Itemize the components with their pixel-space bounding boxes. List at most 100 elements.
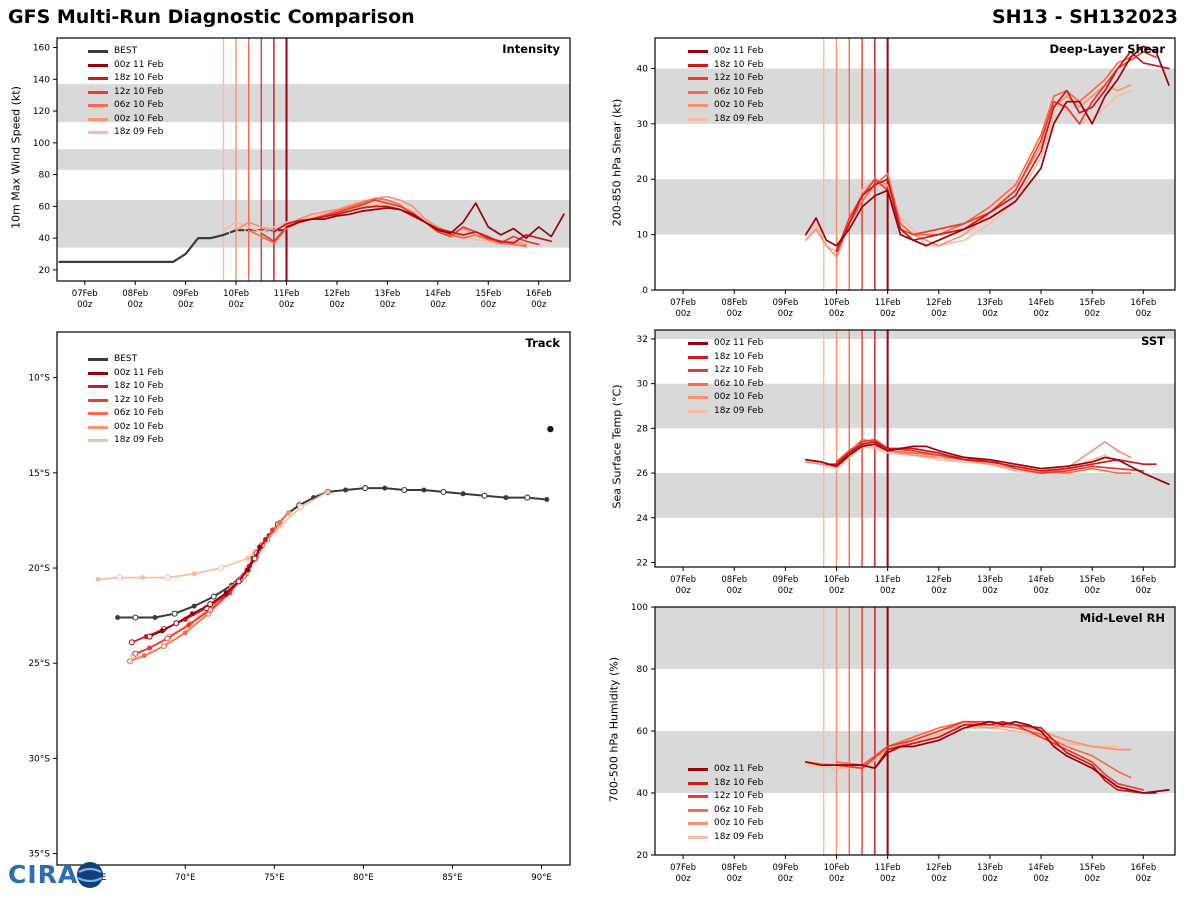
legend-item: 18z 10 Feb — [688, 350, 763, 364]
svg-text:00z: 00z — [481, 300, 497, 310]
cira-logo-graphic: CIRA — [8, 860, 103, 889]
legend-swatch — [688, 409, 708, 413]
axis-ticks: 2040608010007Feb00z08Feb00z09Feb00z10Feb… — [631, 603, 1156, 884]
legend-label: 18z 10 Feb — [114, 380, 164, 391]
legend-item: 18z 09 Feb — [88, 125, 163, 139]
legend-item: 18z 09 Feb — [688, 112, 763, 126]
legend-label: 00z 11 Feb — [714, 763, 764, 774]
page-title: GFS Multi-Run Diagnostic Comparison — [8, 6, 415, 28]
series-line — [835, 50, 1170, 253]
track-marker — [128, 639, 135, 646]
svg-text:30: 30 — [637, 380, 649, 390]
series-line — [285, 202, 565, 239]
legend-swatch — [688, 822, 708, 825]
track-marker — [325, 489, 331, 495]
legend-label: 00z 10 Feb — [114, 421, 164, 432]
track-marker — [257, 544, 263, 550]
legend-rh: 00z 11 Feb 18z 10 Feb 12z 10 Feb 06z 10 Feb… — [688, 762, 763, 843]
series-line — [116, 487, 548, 619]
axis-ticks: 22242628303207Feb00z08Feb00z09Feb00z10Fe… — [637, 335, 1157, 596]
track-marker — [503, 495, 509, 501]
svg-text:10°S: 10°S — [28, 374, 50, 384]
legend-swatch — [688, 835, 708, 839]
track-marker — [132, 650, 139, 657]
legend-label: 18z 09 Feb — [114, 434, 164, 445]
svg-text:16Feb: 16Feb — [526, 289, 552, 299]
legend-label: 12z 10 Feb — [114, 394, 164, 405]
legend-label: 06z 10 Feb — [714, 378, 764, 389]
legend-label: 06z 10 Feb — [114, 99, 164, 110]
track-marker — [245, 567, 251, 573]
track-marker — [343, 487, 349, 493]
legend-label: 06z 10 Feb — [714, 804, 764, 815]
svg-text:14Feb: 14Feb — [1028, 298, 1054, 308]
legend-label: 12z 10 Feb — [714, 790, 764, 801]
legend-item: 18z 10 Feb — [688, 58, 763, 72]
track-marker — [207, 601, 214, 608]
legend-swatch — [688, 781, 708, 785]
svg-text:12Feb: 12Feb — [926, 298, 952, 308]
svg-text:15°S: 15°S — [28, 469, 50, 479]
legend-label: BEST — [114, 45, 138, 56]
svg-text:00z: 00z — [1085, 586, 1101, 596]
legend-swatch — [688, 117, 708, 121]
track-marker — [421, 487, 427, 493]
axes-border — [654, 37, 1176, 291]
track-marker — [132, 614, 139, 621]
panel-title-sst: SST — [1141, 334, 1165, 348]
legend-swatch — [88, 90, 108, 94]
svg-text:75°E: 75°E — [264, 873, 284, 883]
svg-text:00z: 00z — [778, 309, 794, 319]
svg-text:00z: 00z — [531, 300, 547, 310]
svg-text:20: 20 — [637, 851, 649, 861]
legend-swatch — [688, 795, 708, 798]
svg-text:15Feb: 15Feb — [1079, 863, 1105, 873]
legend-swatch — [88, 412, 108, 415]
series-line — [825, 440, 1157, 472]
track-marker — [262, 537, 268, 542]
svg-text:14Feb: 14Feb — [1028, 863, 1054, 873]
svg-text:00z: 00z — [880, 309, 896, 319]
legend-item: 00z 11 Feb — [688, 762, 763, 776]
legend-swatch — [88, 371, 108, 375]
shaded-band — [655, 68, 1175, 124]
legend-label: 06z 10 Feb — [714, 86, 764, 97]
svg-text:13Feb: 13Feb — [374, 289, 400, 299]
track-marker — [164, 574, 171, 581]
svg-text:12Feb: 12Feb — [926, 863, 952, 873]
legend-label: 18z 09 Feb — [714, 405, 764, 416]
legend-item: 18z 09 Feb — [688, 404, 763, 418]
axis-ticks: 01020304007Feb00z08Feb00z09Feb00z10Feb00… — [637, 64, 1157, 319]
svg-text:00z: 00z — [829, 586, 845, 596]
svg-text:00z: 00z — [982, 586, 998, 596]
svg-text:00z: 00z — [1136, 309, 1152, 319]
svg-text:16Feb: 16Feb — [1130, 298, 1156, 308]
legend-item: 12z 10 Feb — [688, 789, 763, 803]
legend-label: 18z 10 Feb — [714, 59, 764, 70]
svg-text:120: 120 — [33, 107, 50, 117]
svg-text:11Feb: 11Feb — [875, 863, 901, 873]
legend-swatch — [88, 425, 108, 429]
series-line — [134, 529, 274, 655]
track-marker — [286, 510, 292, 516]
svg-text:08Feb: 08Feb — [721, 575, 747, 585]
svg-text:00z: 00z — [675, 309, 691, 319]
panel-title-track: Track — [525, 336, 560, 350]
shaded-band — [655, 383, 1175, 429]
svg-text:09Feb: 09Feb — [772, 298, 798, 308]
legend-item: 06z 10 Feb — [688, 85, 763, 99]
svg-text:60: 60 — [637, 727, 649, 737]
svg-text:00z: 00z — [778, 586, 794, 596]
svg-text:07Feb: 07Feb — [670, 298, 696, 308]
svg-text:00z: 00z — [77, 300, 93, 310]
series-line — [804, 45, 1170, 247]
legend-label: 18z 10 Feb — [114, 72, 164, 83]
svg-text:80: 80 — [637, 665, 649, 675]
svg-text:00z: 00z — [1085, 874, 1101, 884]
svg-text:00z: 00z — [931, 874, 947, 884]
svg-text:00z: 00z — [880, 586, 896, 596]
legend-intensity: BEST 00z 11 Feb 18z 10 Feb 12z 10 Feb 06z 10… — [88, 44, 163, 139]
legend-label: 12z 10 Feb — [114, 86, 164, 97]
axes-border — [56, 331, 571, 866]
track-marker — [362, 485, 369, 492]
